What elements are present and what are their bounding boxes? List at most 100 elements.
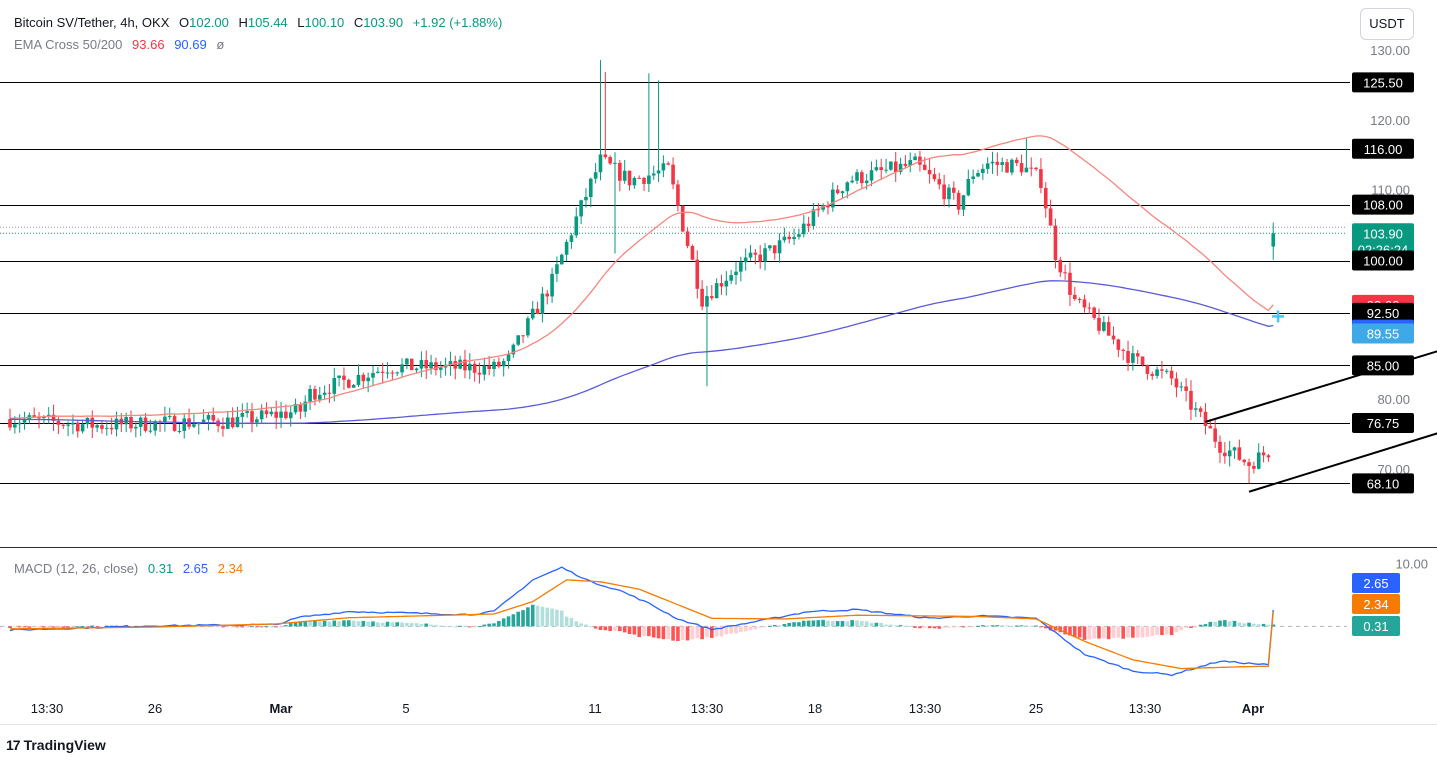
candle-body	[806, 223, 811, 226]
candle-up	[206, 412, 211, 431]
candle-body	[1048, 208, 1053, 226]
candle-body	[1164, 370, 1169, 372]
candle-body	[598, 154, 603, 173]
macd-hist-bar	[676, 626, 680, 641]
candle-up	[855, 169, 859, 185]
candle-up	[705, 285, 709, 387]
candle-body	[90, 417, 95, 428]
candle-up	[743, 248, 748, 271]
candle-up	[782, 227, 787, 243]
candle-body	[1198, 408, 1203, 412]
candle-down	[816, 202, 821, 217]
macd-hist-bar	[666, 626, 671, 640]
candle-down	[1218, 435, 1222, 464]
candle-down	[1053, 218, 1058, 269]
candle-up	[1227, 440, 1232, 467]
candle-down	[1266, 454, 1271, 462]
candle-down	[690, 244, 695, 261]
candle-body	[574, 216, 579, 236]
macd-hist-bar	[409, 623, 414, 627]
macd-hist-bar	[608, 626, 612, 632]
candle-down	[671, 157, 675, 190]
candle-up	[884, 158, 888, 174]
macd-hist-bar	[468, 626, 472, 628]
currency-button[interactable]: USDT	[1360, 8, 1414, 40]
macd-hist-bar	[758, 626, 762, 628]
candle-up	[898, 157, 903, 175]
candle-body	[230, 417, 235, 428]
candle-body	[869, 170, 874, 181]
macd-hist-bar	[985, 625, 990, 627]
candle-up	[564, 239, 569, 262]
candle-body	[1252, 465, 1256, 469]
macd-hist-bar	[75, 626, 80, 628]
macd-hist-bar	[729, 626, 733, 634]
macd-hist-bar	[100, 626, 104, 628]
candle-body	[511, 344, 516, 355]
candle-body	[618, 162, 622, 181]
macd-hist-bar	[27, 626, 32, 628]
candle-down	[1014, 157, 1019, 167]
candle-body	[293, 404, 298, 413]
price-axis-tick: 70.00	[1377, 462, 1410, 477]
candle-up	[559, 253, 564, 265]
candle-body	[811, 209, 816, 226]
candle-body	[1261, 452, 1266, 456]
macd-hist-bar	[463, 625, 467, 627]
candle-body	[1058, 260, 1063, 273]
macd-hist-bar	[777, 625, 782, 627]
macd-hist-bar	[864, 621, 869, 627]
candle-body	[942, 184, 946, 200]
candle-up	[656, 80, 661, 183]
price-label-bg	[1352, 72, 1414, 93]
candle-up	[869, 161, 874, 187]
macd-hist-bar	[337, 621, 341, 627]
macd-hist-bar	[424, 623, 429, 627]
price-label-bg	[1352, 412, 1414, 433]
price-label-text: 103.90	[1363, 226, 1403, 241]
price-label-bg	[1352, 223, 1414, 260]
candle-body	[1077, 299, 1082, 301]
macd-hist-bar	[255, 626, 259, 628]
macd-hist-bar	[8, 626, 12, 629]
macd-hist-bar	[1247, 622, 1251, 627]
macd-hist-bar	[347, 620, 351, 627]
macd-hist-bar	[395, 622, 399, 627]
candle-body	[613, 162, 617, 164]
price-label-text: 100.00	[1363, 254, 1403, 269]
candle-down	[1111, 326, 1116, 345]
macd-hist-bar	[366, 621, 370, 627]
macd-hist-bar	[443, 625, 448, 627]
macd-hist-bar	[748, 626, 753, 631]
macd-hist-bar	[550, 608, 554, 627]
price-label-bg	[1352, 355, 1414, 376]
macd-hist-bar	[448, 626, 453, 628]
price-label-level: 85.00	[1352, 355, 1414, 376]
macd-hist-bar	[613, 626, 617, 631]
candle-body	[361, 374, 366, 382]
macd-hist-bar	[13, 626, 17, 628]
macd-hist-bar	[245, 626, 249, 628]
candle-body	[564, 241, 569, 255]
candle-body	[366, 377, 370, 382]
candle-down	[787, 231, 792, 244]
candle-up	[177, 424, 182, 434]
candle-down	[1063, 264, 1067, 280]
candle-body	[526, 318, 530, 336]
candle-body	[22, 419, 27, 423]
candle-up	[801, 215, 806, 238]
macd-hist-bar	[719, 626, 724, 637]
candle-body	[584, 197, 588, 201]
macd-value-bg	[1352, 573, 1400, 593]
macd-hist-bar	[801, 620, 806, 627]
candle-body	[129, 417, 133, 429]
candle-body	[390, 372, 395, 374]
candle-up	[598, 60, 603, 181]
candle-up	[831, 182, 835, 212]
candle-up	[1164, 368, 1169, 374]
price-axis-tick: 80.00	[1377, 392, 1410, 407]
ema50-line	[10, 135, 1274, 419]
macd-hist-bar	[840, 621, 845, 627]
candle-body	[1194, 408, 1198, 410]
